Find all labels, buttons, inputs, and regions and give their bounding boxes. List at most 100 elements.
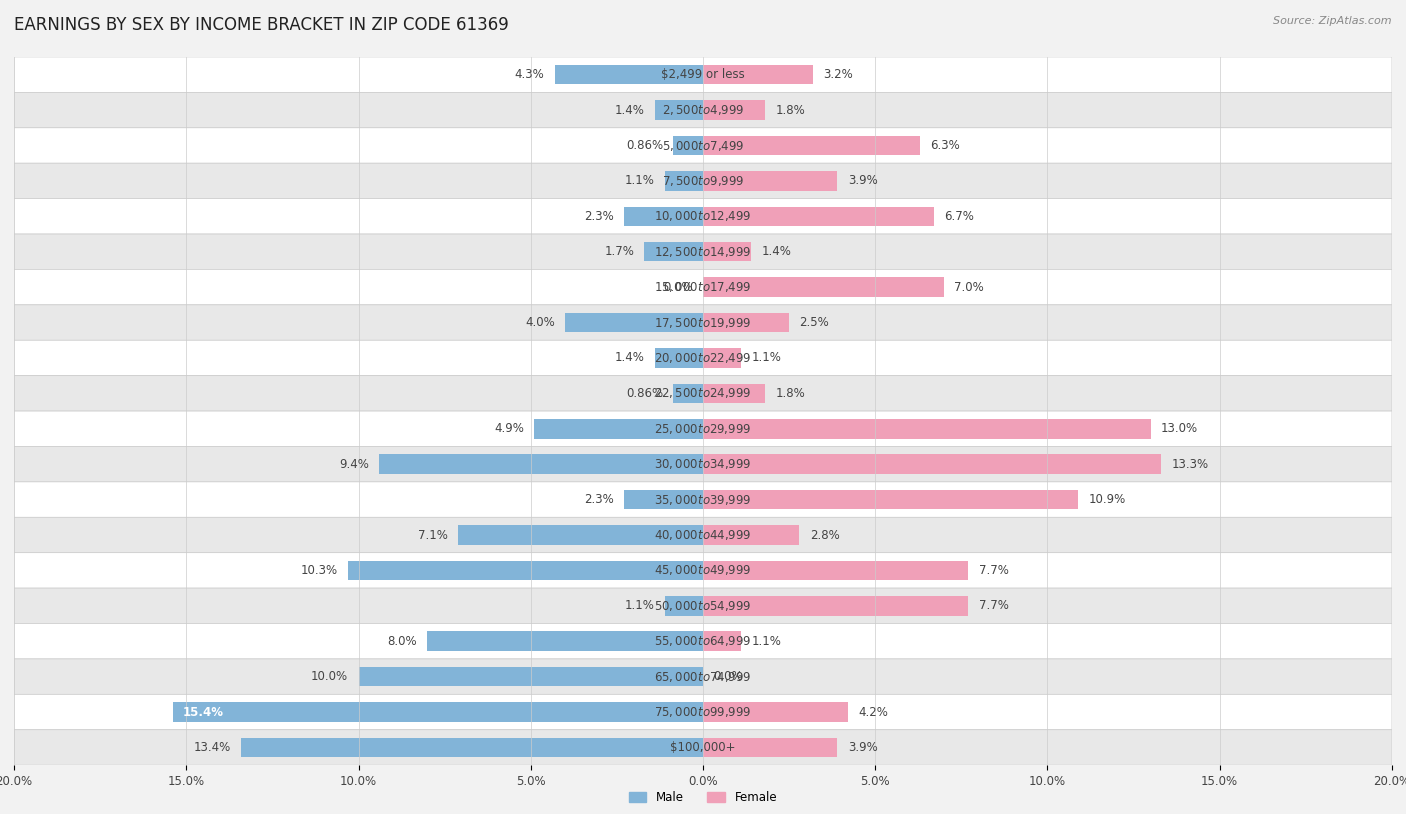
FancyBboxPatch shape xyxy=(14,730,1392,765)
Text: 2.8%: 2.8% xyxy=(810,528,839,541)
Text: $12,500 to $14,999: $12,500 to $14,999 xyxy=(654,245,752,259)
FancyBboxPatch shape xyxy=(14,234,1392,269)
Text: 8.0%: 8.0% xyxy=(388,635,418,648)
Bar xyxy=(703,171,838,190)
Text: 6.3%: 6.3% xyxy=(931,139,960,152)
Text: 0.86%: 0.86% xyxy=(626,387,664,400)
FancyBboxPatch shape xyxy=(14,304,1392,340)
FancyBboxPatch shape xyxy=(14,553,1392,588)
Bar xyxy=(359,667,703,686)
Bar xyxy=(673,383,703,403)
Bar xyxy=(555,65,703,85)
Text: 2.5%: 2.5% xyxy=(800,316,830,329)
FancyBboxPatch shape xyxy=(14,588,1392,624)
Text: 1.1%: 1.1% xyxy=(624,599,655,612)
Bar xyxy=(624,207,703,226)
Bar xyxy=(173,702,703,722)
Bar xyxy=(380,454,703,474)
Text: 13.4%: 13.4% xyxy=(194,741,231,754)
Text: $65,000 to $74,999: $65,000 to $74,999 xyxy=(654,670,752,684)
Bar xyxy=(703,242,751,261)
Bar xyxy=(703,596,969,615)
Bar xyxy=(703,136,920,155)
Text: 4.9%: 4.9% xyxy=(494,422,524,435)
Text: 6.7%: 6.7% xyxy=(945,210,974,223)
Text: 7.1%: 7.1% xyxy=(418,528,449,541)
FancyBboxPatch shape xyxy=(14,694,1392,730)
Text: 7.7%: 7.7% xyxy=(979,564,1008,577)
Text: $7,500 to $9,999: $7,500 to $9,999 xyxy=(662,174,744,188)
Text: 7.7%: 7.7% xyxy=(979,599,1008,612)
Bar xyxy=(665,171,703,190)
Text: $25,000 to $29,999: $25,000 to $29,999 xyxy=(654,422,752,435)
Text: $45,000 to $49,999: $45,000 to $49,999 xyxy=(654,563,752,577)
Text: 3.2%: 3.2% xyxy=(824,68,853,81)
Bar xyxy=(624,490,703,510)
Bar xyxy=(565,313,703,332)
Text: 4.3%: 4.3% xyxy=(515,68,544,81)
Text: 10.0%: 10.0% xyxy=(311,670,349,683)
FancyBboxPatch shape xyxy=(14,624,1392,659)
Text: $20,000 to $22,499: $20,000 to $22,499 xyxy=(654,351,752,365)
Text: 13.0%: 13.0% xyxy=(1161,422,1198,435)
Text: 1.4%: 1.4% xyxy=(614,103,644,116)
FancyBboxPatch shape xyxy=(14,411,1392,446)
Text: $50,000 to $54,999: $50,000 to $54,999 xyxy=(654,599,752,613)
Text: $15,000 to $17,499: $15,000 to $17,499 xyxy=(654,280,752,294)
Bar xyxy=(703,278,945,297)
Text: 4.0%: 4.0% xyxy=(524,316,555,329)
Text: 1.7%: 1.7% xyxy=(605,245,634,258)
Bar xyxy=(703,348,741,368)
Bar xyxy=(427,632,703,651)
Text: $17,500 to $19,999: $17,500 to $19,999 xyxy=(654,316,752,330)
FancyBboxPatch shape xyxy=(14,482,1392,518)
Text: 7.0%: 7.0% xyxy=(955,281,984,294)
FancyBboxPatch shape xyxy=(14,92,1392,128)
FancyBboxPatch shape xyxy=(14,199,1392,234)
Text: 2.3%: 2.3% xyxy=(583,493,613,506)
Text: 1.8%: 1.8% xyxy=(775,103,806,116)
Bar xyxy=(242,737,703,757)
Text: $22,500 to $24,999: $22,500 to $24,999 xyxy=(654,387,752,400)
Bar xyxy=(703,100,765,120)
FancyBboxPatch shape xyxy=(14,446,1392,482)
Bar xyxy=(703,313,789,332)
Text: 1.1%: 1.1% xyxy=(751,352,782,365)
Bar xyxy=(665,596,703,615)
Bar xyxy=(703,737,838,757)
Bar xyxy=(655,100,703,120)
Text: 2.3%: 2.3% xyxy=(583,210,613,223)
Bar xyxy=(534,419,703,439)
Bar xyxy=(703,561,969,580)
Text: 1.1%: 1.1% xyxy=(751,635,782,648)
FancyBboxPatch shape xyxy=(14,269,1392,304)
Text: 0.0%: 0.0% xyxy=(664,281,693,294)
FancyBboxPatch shape xyxy=(14,518,1392,553)
FancyBboxPatch shape xyxy=(14,340,1392,375)
FancyBboxPatch shape xyxy=(14,659,1392,694)
Text: $35,000 to $39,999: $35,000 to $39,999 xyxy=(654,492,752,506)
Text: $30,000 to $34,999: $30,000 to $34,999 xyxy=(654,457,752,471)
Bar xyxy=(703,383,765,403)
Text: $2,500 to $4,999: $2,500 to $4,999 xyxy=(662,103,744,117)
Text: 1.4%: 1.4% xyxy=(614,352,644,365)
Bar xyxy=(703,632,741,651)
Bar xyxy=(703,65,813,85)
Text: 3.9%: 3.9% xyxy=(848,741,877,754)
Bar xyxy=(703,207,934,226)
Text: 1.1%: 1.1% xyxy=(624,174,655,187)
Text: $2,499 or less: $2,499 or less xyxy=(661,68,745,81)
Text: 13.3%: 13.3% xyxy=(1171,457,1209,470)
Text: 10.3%: 10.3% xyxy=(301,564,337,577)
Bar xyxy=(349,561,703,580)
Text: 4.2%: 4.2% xyxy=(858,706,887,719)
Text: EARNINGS BY SEX BY INCOME BRACKET IN ZIP CODE 61369: EARNINGS BY SEX BY INCOME BRACKET IN ZIP… xyxy=(14,16,509,34)
Legend: Male, Female: Male, Female xyxy=(624,786,782,809)
Text: $5,000 to $7,499: $5,000 to $7,499 xyxy=(662,138,744,152)
Text: Source: ZipAtlas.com: Source: ZipAtlas.com xyxy=(1274,16,1392,26)
Text: 9.4%: 9.4% xyxy=(339,457,368,470)
Bar xyxy=(644,242,703,261)
Text: 1.8%: 1.8% xyxy=(775,387,806,400)
FancyBboxPatch shape xyxy=(14,57,1392,92)
Text: $40,000 to $44,999: $40,000 to $44,999 xyxy=(654,528,752,542)
